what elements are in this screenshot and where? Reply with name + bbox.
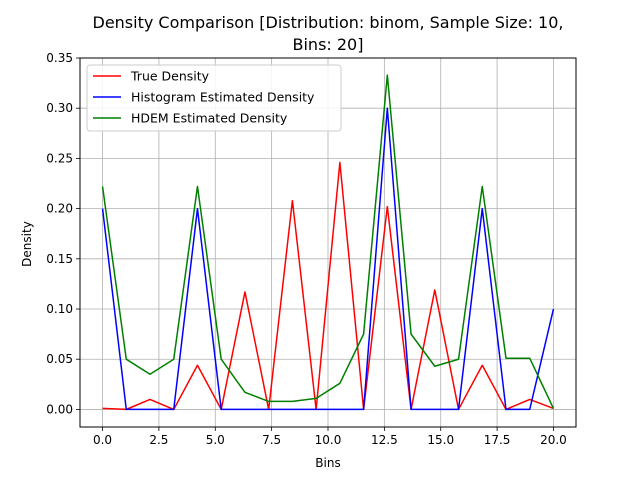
y-tick-label: 0.00: [46, 402, 73, 416]
y-tick-label: 0.05: [46, 352, 73, 366]
x-tick-label: 5.0: [206, 433, 225, 447]
legend-label-histogram-estimated-density: Histogram Estimated Density: [131, 90, 315, 105]
y-tick-label: 0.30: [46, 101, 73, 115]
series-line-histogram-estimated-density: [101, 107, 555, 411]
x-tick-label: 10.0: [315, 433, 342, 447]
x-tick-label: 0.0: [93, 433, 112, 447]
y-tick-label: 0.25: [46, 151, 73, 165]
series-lines: [101, 74, 555, 411]
y-tick-label: 0.10: [46, 302, 73, 316]
x-tick-label: 12.5: [371, 433, 398, 447]
y-tick-label: 0.20: [46, 202, 73, 216]
x-tick-label: 17.5: [484, 433, 511, 447]
x-tick-label: 7.5: [262, 433, 281, 447]
chart-title-line1: Density Comparison [Distribution: binom,…: [93, 13, 564, 32]
legend: True Density Histogram Estimated Density H…: [86, 64, 342, 132]
series-line-hdem-estimated-density: [101, 74, 555, 409]
legend-box: [86, 64, 342, 132]
series-line-true-density: [102, 161, 554, 411]
x-axis-ticks: 0.0 2.5 5.0 7.5 10.0 12.5 15.0 17.5 20.0: [93, 427, 567, 447]
y-tick-label: 0.35: [46, 51, 73, 65]
x-tick-label: 20.0: [540, 433, 567, 447]
y-axis-ticks: 0.00 0.05 0.10 0.15 0.20 0.25 0.30 0.35: [46, 51, 80, 416]
y-tick-label: 0.15: [46, 252, 73, 266]
x-tick-label: 15.0: [427, 433, 454, 447]
chart-title-line2: Bins: 20]: [293, 35, 364, 54]
x-axis-label: Bins: [315, 456, 340, 470]
legend-label-true-density: True Density: [130, 69, 210, 84]
y-axis-label: Density: [20, 221, 34, 267]
legend-label-hdem-estimated-density: HDEM Estimated Density: [131, 111, 288, 126]
x-tick-label: 2.5: [149, 433, 168, 447]
